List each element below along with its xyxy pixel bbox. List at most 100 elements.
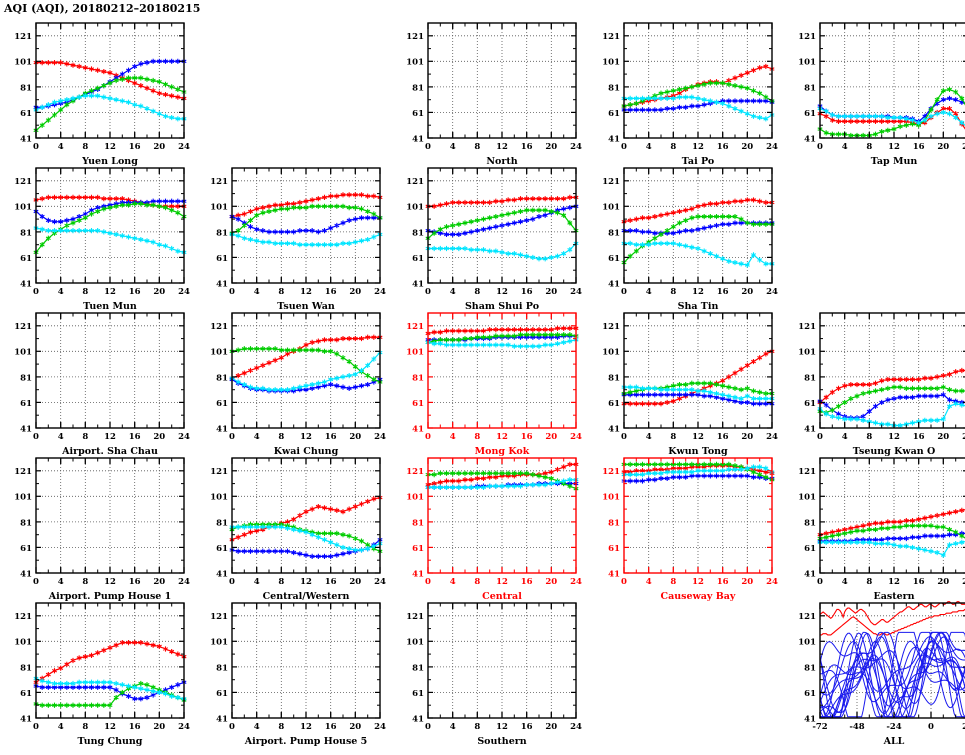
y-tick-label: 41 [216, 569, 228, 579]
x-tick-label: 8 [82, 577, 88, 587]
y-tick-label: 101 [406, 348, 424, 358]
y-tick-label: 81 [216, 373, 228, 383]
x-tick-label: 8 [474, 432, 480, 442]
panel-tseung-kwan-o: 41 61 81 101 121 0 4 8 12 16 20 24 Tseung Kwan O [788, 308, 965, 457]
x-tick-label: 4 [450, 142, 456, 152]
y-tick-label: 61 [20, 544, 32, 554]
panel-title: Tseung Kwan O [852, 446, 936, 457]
y-tick-label: 41 [804, 714, 816, 724]
x-tick-label: 24 [766, 432, 778, 442]
y-tick-label: 101 [406, 203, 424, 213]
x-tick-label: 24 [570, 577, 582, 587]
x-tick-label: 4 [842, 432, 848, 442]
series-1 [33, 640, 187, 685]
x-tick-label: 20 [545, 432, 557, 442]
x-tick-label: 8 [670, 142, 676, 152]
y-tick-label: 61 [20, 109, 32, 119]
y-tick-label: 81 [20, 663, 32, 673]
x-tick-label: 24 [178, 577, 190, 587]
x-tick-label: 0 [229, 432, 235, 442]
panel-kwai-chung: 41 61 81 101 121 0 4 8 12 16 20 24 Kwai Chung [200, 308, 388, 457]
x-tick-label: 12 [888, 142, 900, 152]
y-tick-label: 61 [412, 689, 424, 699]
x-tick-label: 0 [817, 577, 823, 587]
y-tick-label: 61 [608, 109, 620, 119]
y-tick-label: 41 [412, 279, 424, 289]
x-tick-label: 0 [33, 432, 39, 442]
x-tick-label: 20 [545, 287, 557, 297]
plot-area: 41 61 81 101 121 0 4 8 12 16 20 24 [798, 22, 965, 152]
x-tick-label: 4 [842, 577, 848, 587]
panel-southern: 41 61 81 101 121 0 4 8 12 16 20 24 Southern [396, 598, 584, 747]
plot-area: 41 61 81 101 121 0 4 8 12 16 20 24 [14, 457, 190, 587]
x-tick-label: 4 [450, 432, 456, 442]
x-tick-label: 0 [425, 722, 431, 732]
all-red-line-2 [820, 608, 965, 636]
x-tick-label: 24 [374, 577, 386, 587]
y-tick-label: 61 [804, 109, 816, 119]
plot-area: 41 61 81 101 121 0 4 8 12 16 20 24 [798, 457, 965, 587]
x-tick-label: 0 [425, 142, 431, 152]
y-tick-label: 61 [20, 399, 32, 409]
x-tick-label: 4 [58, 287, 64, 297]
y-tick-label: 61 [804, 689, 816, 699]
y-tick-label: 61 [804, 544, 816, 554]
x-tick-label: 0 [229, 722, 235, 732]
y-tick-label: 41 [608, 134, 620, 144]
x-tick-label: 12 [104, 287, 116, 297]
panel-north: 41 61 81 101 121 0 4 8 12 16 20 24 North [396, 18, 584, 167]
panel-yuen-long: 41 61 81 101 121 0 4 8 12 16 20 24 Yuen Long [4, 18, 192, 167]
x-tick-label: 4 [58, 722, 64, 732]
x-tick-label: 4 [450, 577, 456, 587]
panel-title: Tuen Mun [83, 301, 137, 312]
plot-area: 41 61 81 101 121 0 4 8 12 16 20 24 [210, 602, 386, 732]
x-tick-label: 12 [496, 142, 508, 152]
panel-title: Tung Chung [77, 736, 143, 747]
x-tick-label: 24 [766, 577, 778, 587]
y-tick-label: 41 [216, 714, 228, 724]
x-tick-label: 20 [153, 287, 165, 297]
y-tick-label: 41 [608, 279, 620, 289]
panel-title: Central/Western [262, 591, 350, 602]
y-tick-label: 61 [608, 544, 620, 554]
x-tick-label: 16 [129, 142, 141, 152]
y-tick-label: 81 [216, 518, 228, 528]
x-tick-label: 24 [178, 722, 190, 732]
plot-area: 41 61 81 101 121 0 4 8 12 16 20 24 [406, 312, 582, 442]
x-tick-label: 0 [425, 287, 431, 297]
x-tick-label: 16 [129, 432, 141, 442]
panel-title: Tsuen Wan [277, 301, 335, 312]
x-tick-label: 4 [646, 432, 652, 442]
x-tick-label: 4 [254, 432, 260, 442]
x-tick-label: 16 [717, 577, 729, 587]
x-tick-label: 8 [278, 287, 284, 297]
y-tick-label: 81 [412, 228, 424, 238]
x-tick-label: 20 [349, 287, 361, 297]
x-tick-label: 0 [33, 287, 39, 297]
x-tick-label: 0 [425, 577, 431, 587]
x-tick-label: 4 [450, 722, 456, 732]
plot-area: 41 61 81 101 121 0 4 8 12 16 20 24 [406, 167, 582, 297]
x-tick-label: 16 [913, 577, 925, 587]
x-tick-label: 16 [717, 142, 729, 152]
y-tick-label: 121 [406, 612, 424, 622]
x-tick-label: 4 [58, 577, 64, 587]
x-tick-label: 16 [521, 287, 533, 297]
y-tick-label: 121 [14, 32, 32, 42]
series-4 [33, 225, 187, 255]
series-1 [425, 194, 579, 209]
x-tick-label: 8 [278, 722, 284, 732]
x-tick-label: 0 [817, 432, 823, 442]
y-tick-label: 121 [406, 177, 424, 187]
y-tick-label: 41 [608, 569, 620, 579]
y-tick-label: 41 [608, 424, 620, 434]
x-tick-label: 0 [229, 287, 235, 297]
x-tick-label: 0 [229, 577, 235, 587]
all-blue-line-9 [819, 646, 965, 707]
x-tick-label: 4 [254, 577, 260, 587]
plot-area: 41 61 81 101 121 0 4 8 12 16 20 24 [602, 22, 778, 152]
x-tick-label: 16 [129, 577, 141, 587]
panel-airport-pump-house-1: 41 61 81 101 121 0 4 8 12 16 20 24 Airport. Pump Hou… [4, 453, 192, 602]
x-tick-label: 8 [82, 142, 88, 152]
plot-area: 41 61 81 101 121 0 4 8 12 16 20 24 [14, 22, 190, 152]
